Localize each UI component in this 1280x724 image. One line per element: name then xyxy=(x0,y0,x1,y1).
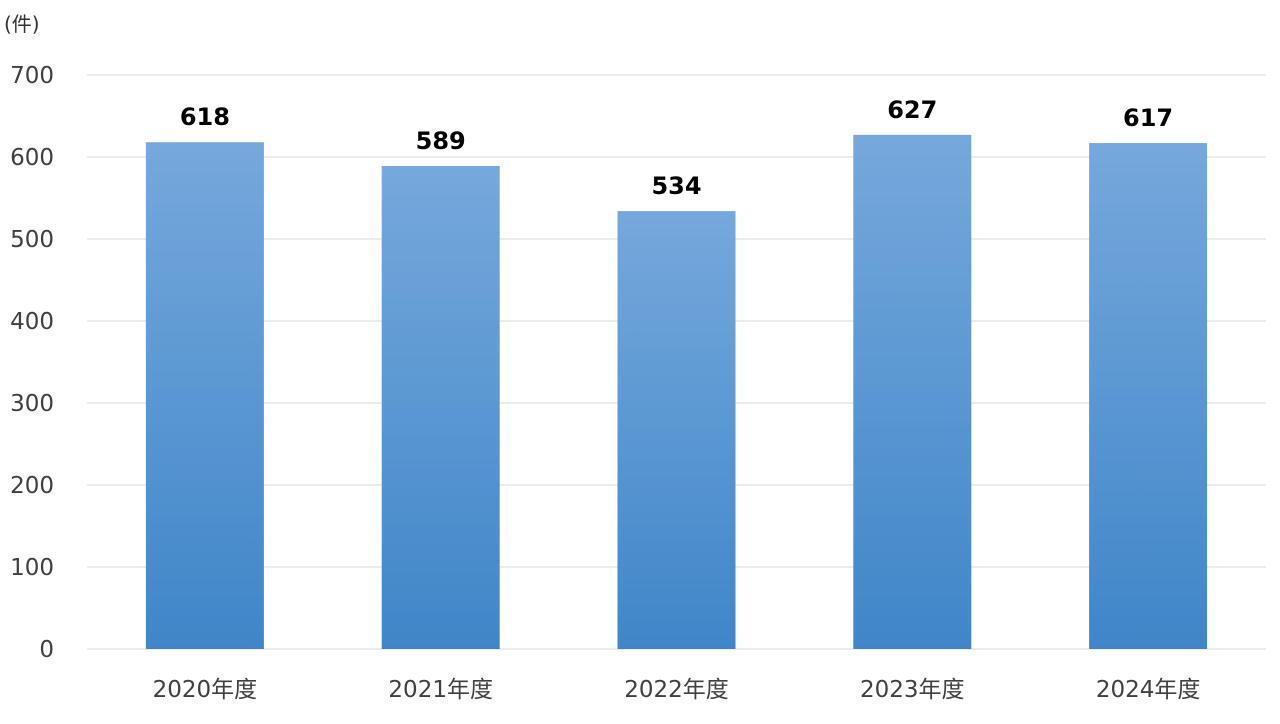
data-label: 534 xyxy=(651,172,701,200)
y-tick-label: 100 xyxy=(10,555,54,581)
x-tick-label: 2024年度 xyxy=(1096,677,1201,703)
data-label: 627 xyxy=(887,96,937,124)
y-axis: 0 100 200 300 400 500 600 700 xyxy=(10,63,54,663)
bar xyxy=(853,134,972,650)
y-axis-unit-label: (件) xyxy=(4,12,40,36)
data-label: 589 xyxy=(416,127,466,155)
y-tick-label: 600 xyxy=(10,145,54,171)
x-tick-label: 2021年度 xyxy=(388,677,493,703)
x-axis: 2020年度 2021年度 2022年度 2023年度 2024年度 xyxy=(153,677,1201,703)
y-tick-label: 400 xyxy=(10,309,54,335)
bar xyxy=(145,142,264,650)
y-tick-label: 300 xyxy=(10,391,54,417)
y-tick-label: 0 xyxy=(39,637,54,663)
data-label: 618 xyxy=(180,103,230,131)
y-tick-label: 200 xyxy=(10,473,54,499)
bar xyxy=(1089,143,1208,649)
data-label: 617 xyxy=(1123,104,1173,132)
x-tick-label: 2022年度 xyxy=(624,677,729,703)
y-tick-label: 500 xyxy=(10,227,54,253)
x-tick-label: 2023年度 xyxy=(860,677,965,703)
bar xyxy=(381,166,500,649)
y-tick-label: 700 xyxy=(10,63,54,89)
data-labels: 618 589 534 627 617 xyxy=(180,96,1173,200)
bars xyxy=(145,134,1208,650)
x-tick-label: 2020年度 xyxy=(153,677,258,703)
bar xyxy=(617,211,736,649)
